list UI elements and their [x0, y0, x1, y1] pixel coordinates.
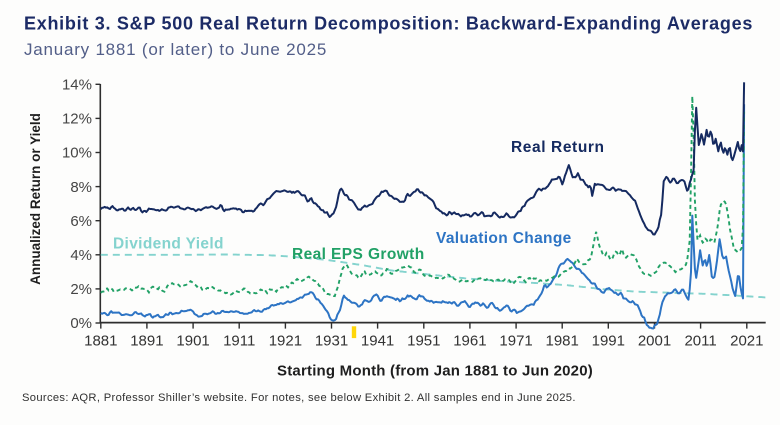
svg-text:2011: 2011	[684, 333, 716, 350]
svg-text:1881: 1881	[84, 333, 117, 350]
svg-text:4%: 4%	[70, 247, 92, 264]
svg-text:1971: 1971	[499, 333, 532, 350]
svg-text:2021: 2021	[730, 333, 763, 350]
svg-text:2001: 2001	[638, 333, 671, 350]
svg-text:1891: 1891	[130, 333, 163, 350]
svg-text:1941: 1941	[361, 333, 394, 350]
svg-text:10%: 10%	[62, 145, 92, 162]
svg-text:1991: 1991	[592, 333, 625, 350]
svg-text:Real Return: Real Return	[511, 139, 605, 156]
svg-text:January 1881 (or later) to Jun: January 1881 (or later) to June 2025	[24, 40, 327, 59]
svg-text:1961: 1961	[453, 333, 486, 350]
svg-text:Annualized Return or Yield: Annualized Return or Yield	[28, 113, 43, 285]
svg-text:2%: 2%	[70, 281, 92, 298]
svg-text:Valuation Change: Valuation Change	[436, 230, 572, 247]
svg-text:1911: 1911	[223, 333, 255, 350]
svg-text:8%: 8%	[70, 179, 92, 196]
svg-text:14%: 14%	[62, 77, 92, 94]
svg-text:1921: 1921	[269, 333, 302, 350]
svg-text:Exhibit 3. S&P 500 Real Return: Exhibit 3. S&P 500 Real Return Decomposi…	[24, 14, 753, 34]
svg-text:Sources: AQR, Professor Shille: Sources: AQR, Professor Shiller’s websit…	[22, 392, 576, 404]
svg-text:12%: 12%	[62, 111, 92, 128]
svg-text:6%: 6%	[70, 213, 92, 230]
svg-text:1951: 1951	[407, 333, 440, 350]
svg-text:Dividend Yield: Dividend Yield	[113, 236, 224, 253]
svg-text:Real EPS Growth: Real EPS Growth	[292, 246, 425, 263]
svg-text:0%: 0%	[70, 315, 92, 332]
svg-text:1931: 1931	[315, 333, 348, 350]
svg-text:1981: 1981	[546, 333, 579, 350]
svg-text:1901: 1901	[176, 333, 209, 350]
svg-text:Starting Month (from Jan 1881: Starting Month (from Jan 1881 to Jun 202…	[277, 363, 593, 380]
